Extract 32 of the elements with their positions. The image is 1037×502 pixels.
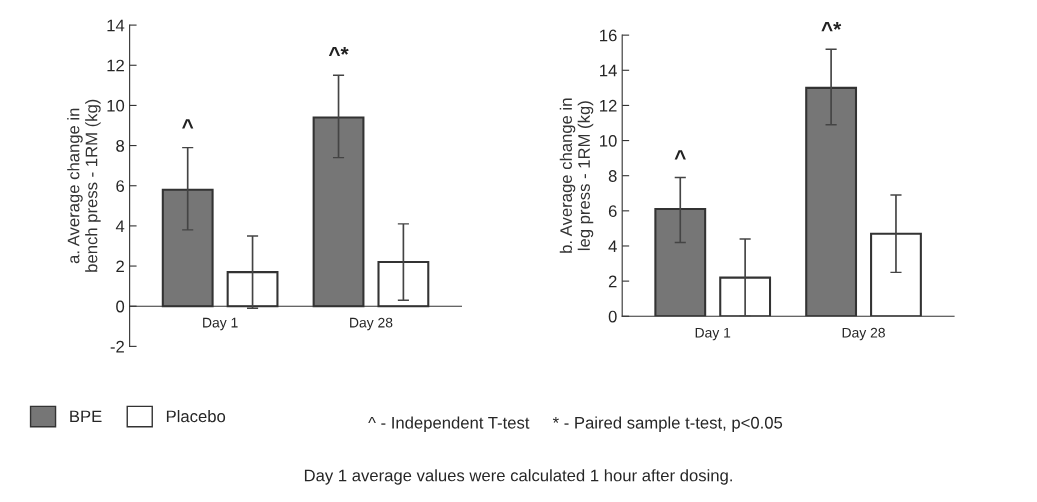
legend-label: BPE (70, 410, 102, 423)
y-tick-label: 0 (116, 300, 125, 313)
y-tick-label: 10 (600, 134, 617, 147)
x-tick-label: Day 28 (350, 317, 393, 331)
annotation: ^* (328, 47, 349, 57)
text: ^* (821, 22, 842, 32)
y-axis-title: b. Average change in leg press - 1RM (kg) (559, 98, 594, 253)
y-tick-label: 4 (115, 220, 125, 232)
y-tick-label: 16 (600, 29, 617, 42)
x-tick-label: Day 1 (695, 327, 731, 341)
y-tick-label: 2 (608, 275, 617, 288)
y-tick-label: 8 (116, 139, 125, 152)
annotation: ^ (674, 150, 686, 160)
y-tick-label: 4 (608, 240, 617, 253)
y-tick-label: 14 (600, 64, 617, 77)
y-tick-label: 2 (116, 260, 124, 273)
x-tick-label: Day 28 (842, 327, 885, 341)
y-tick-label: 10 (107, 99, 125, 112)
y-tick-label: 14 (107, 19, 125, 32)
text: ^ - Independent T-test * - Paired sample t-test, p<0.05 (368, 416, 783, 432)
y-tick-label: 6 (116, 180, 125, 192)
y-tick-label: 6 (608, 205, 617, 218)
y-tick-label: -2 (110, 340, 124, 353)
annotation: ^ (182, 119, 194, 129)
y-tick-label: 0 (608, 310, 617, 323)
y-axis-title: a. Average change in bench press - 1RM (kg) (67, 99, 101, 272)
x-tick-label: Day 1 (203, 317, 238, 331)
y-tick-label: 12 (107, 59, 124, 72)
text: Day 1 average values were calculated 1 hour after dosing. (304, 469, 732, 485)
y-tick-label: 8 (608, 170, 617, 182)
legend-label: Placebo (166, 410, 226, 423)
y-tick-label: 12 (600, 99, 617, 112)
